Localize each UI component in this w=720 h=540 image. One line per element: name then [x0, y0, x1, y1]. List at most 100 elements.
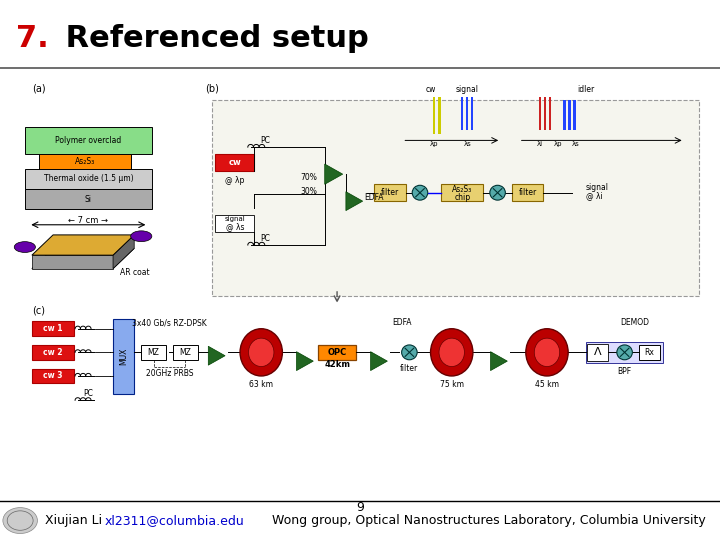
Text: MZ: MZ — [148, 348, 160, 357]
Text: λp: λp — [553, 141, 562, 147]
Text: PC: PC — [84, 389, 94, 398]
Text: filter: filter — [518, 188, 536, 197]
Circle shape — [490, 185, 505, 200]
Text: 45 km: 45 km — [535, 380, 559, 389]
Circle shape — [402, 345, 417, 360]
Ellipse shape — [14, 241, 35, 252]
Text: AR coat: AR coat — [120, 267, 150, 276]
Text: DEMOD: DEMOD — [621, 318, 649, 327]
Bar — [215, 214, 254, 232]
Bar — [32, 345, 74, 360]
Bar — [433, 97, 436, 133]
Polygon shape — [371, 352, 387, 370]
Text: Referenced setup: Referenced setup — [55, 24, 369, 53]
Text: 42km: 42km — [324, 360, 350, 369]
Text: ← 7 cm →: ← 7 cm → — [68, 215, 108, 225]
Text: OPC: OPC — [328, 348, 347, 357]
Text: filter: filter — [381, 188, 399, 197]
Bar — [573, 100, 575, 130]
Text: Si: Si — [85, 194, 92, 204]
Bar — [141, 345, 166, 360]
Polygon shape — [297, 352, 313, 370]
Text: idler: idler — [577, 85, 595, 94]
Bar — [568, 100, 571, 130]
Polygon shape — [208, 346, 225, 365]
Text: As₂S₃: As₂S₃ — [452, 185, 472, 193]
Bar — [588, 343, 608, 361]
Polygon shape — [32, 255, 113, 268]
Bar — [374, 184, 406, 201]
Text: (b): (b) — [204, 83, 219, 93]
Ellipse shape — [240, 329, 282, 376]
Bar — [32, 321, 74, 336]
Bar — [462, 97, 464, 130]
Bar — [24, 127, 152, 154]
Text: (a): (a) — [32, 83, 45, 93]
Bar — [24, 168, 152, 189]
Text: Rx: Rx — [644, 348, 654, 357]
Bar — [512, 184, 544, 201]
Circle shape — [3, 508, 37, 534]
Text: cw: cw — [426, 85, 436, 94]
Polygon shape — [325, 164, 343, 184]
Text: (c): (c) — [32, 306, 45, 316]
Text: cw 3: cw 3 — [43, 372, 63, 381]
Polygon shape — [346, 192, 363, 211]
Bar — [471, 97, 473, 130]
Text: PC: PC — [260, 136, 270, 145]
Text: PC: PC — [260, 234, 270, 243]
Circle shape — [617, 345, 632, 360]
Text: cw 1: cw 1 — [43, 324, 63, 333]
Text: λp: λp — [430, 141, 438, 147]
Bar — [113, 319, 134, 394]
Bar — [318, 345, 356, 360]
Text: 7.: 7. — [16, 24, 48, 53]
Text: Xiujian Li: Xiujian Li — [45, 514, 106, 527]
Bar — [539, 97, 541, 130]
Bar — [564, 100, 566, 130]
Text: xl2311@columbia.edu: xl2311@columbia.edu — [104, 514, 244, 527]
Text: EDFA: EDFA — [364, 193, 384, 202]
Text: MUX: MUX — [119, 348, 128, 365]
Bar — [544, 97, 546, 130]
Bar — [39, 154, 131, 168]
Text: @ λs: @ λs — [226, 222, 244, 231]
Text: 9: 9 — [356, 501, 364, 514]
Text: λs: λs — [572, 141, 579, 147]
Polygon shape — [32, 235, 134, 255]
Text: 75 km: 75 km — [440, 380, 464, 389]
Bar — [24, 189, 152, 209]
Text: 70%: 70% — [301, 173, 318, 182]
Ellipse shape — [526, 329, 568, 376]
Text: signal: signal — [225, 217, 246, 222]
Text: @ λi: @ λi — [586, 191, 603, 200]
Bar — [173, 345, 198, 360]
Ellipse shape — [534, 338, 559, 367]
Text: λs: λs — [464, 141, 471, 147]
Bar — [212, 100, 698, 296]
Text: 20GHz PRBS: 20GHz PRBS — [145, 369, 193, 378]
Bar — [466, 97, 469, 130]
Bar — [438, 97, 441, 133]
Text: Thermal oxide (1.5 μm): Thermal oxide (1.5 μm) — [43, 174, 133, 184]
Text: cw: cw — [229, 158, 241, 167]
Text: 3x40 Gb/s RZ-DPSK: 3x40 Gb/s RZ-DPSK — [132, 318, 207, 327]
Bar — [639, 345, 660, 360]
Polygon shape — [113, 235, 134, 268]
Polygon shape — [490, 352, 508, 370]
Bar — [586, 342, 663, 363]
Bar — [32, 368, 74, 383]
Text: Λ: Λ — [594, 347, 602, 357]
Text: cw 2: cw 2 — [43, 348, 63, 357]
Text: chip: chip — [454, 193, 470, 201]
Ellipse shape — [439, 338, 464, 367]
Text: signal: signal — [456, 85, 479, 94]
Text: Polymer overclad: Polymer overclad — [55, 136, 122, 145]
Text: @ λp: @ λp — [225, 177, 245, 185]
Text: 30%: 30% — [301, 186, 318, 195]
Text: signal: signal — [586, 183, 609, 192]
Ellipse shape — [431, 329, 473, 376]
Text: EDFA: EDFA — [392, 318, 412, 327]
Bar — [441, 184, 484, 201]
Bar — [549, 97, 551, 130]
